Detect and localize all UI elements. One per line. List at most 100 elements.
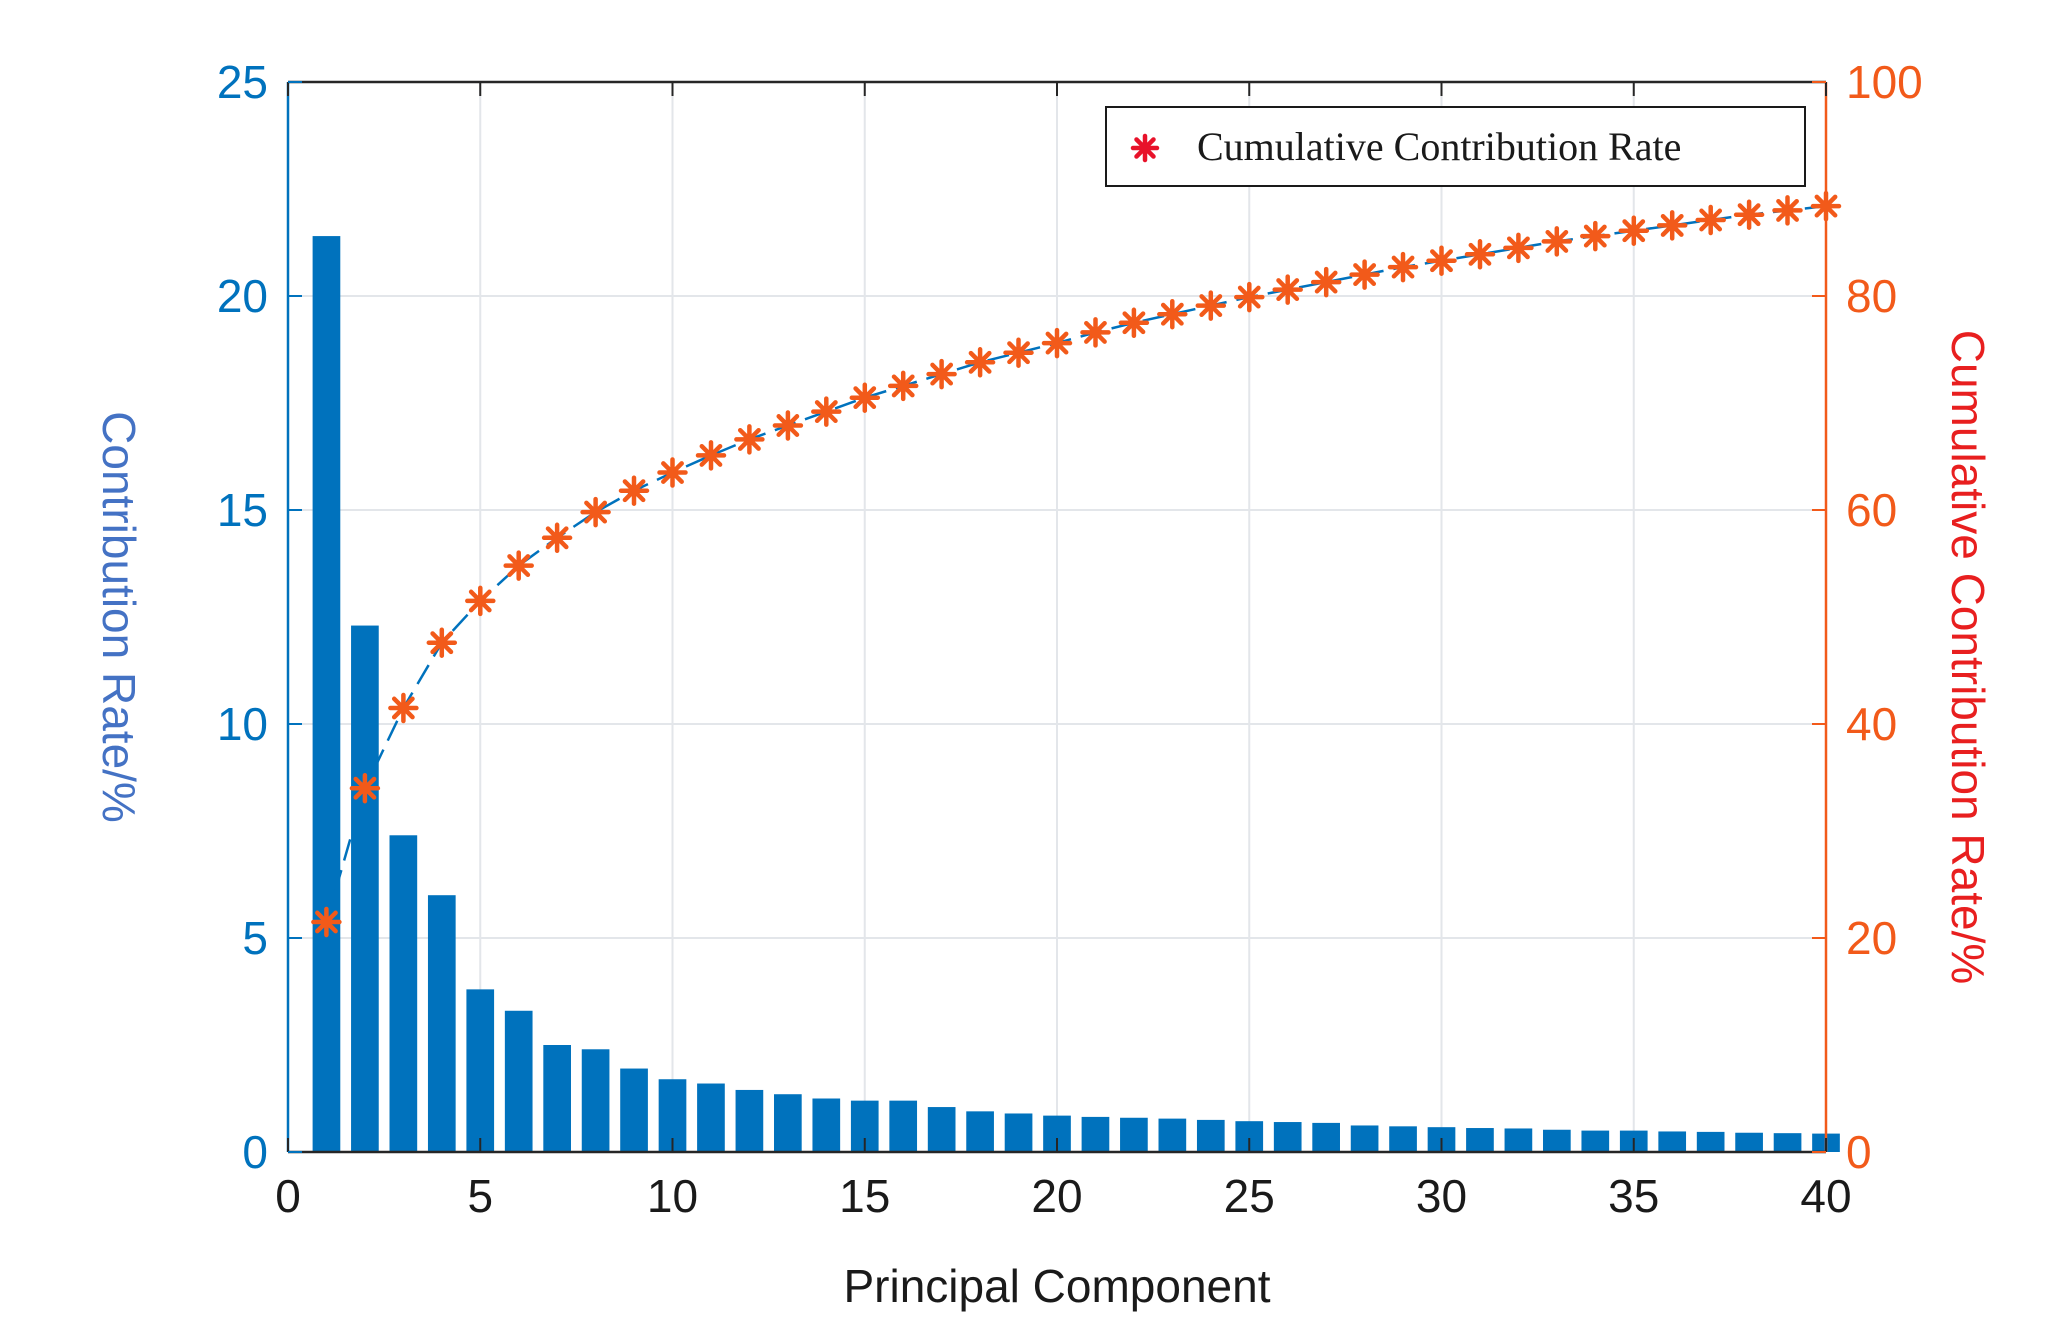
bar: [1581, 1130, 1610, 1152]
asterisk-strokes: [1387, 251, 1419, 283]
cumulative-marker: [1464, 239, 1496, 270]
y2-tick-label: 0: [1846, 1126, 1872, 1178]
asterisk-strokes: [1349, 259, 1380, 290]
x-tick-label: 35: [1608, 1170, 1659, 1222]
asterisk-strokes: [1733, 199, 1765, 230]
cumulative-marker: [1195, 290, 1227, 321]
asterisk-strokes: [1695, 204, 1726, 236]
bar: [1773, 1133, 1802, 1152]
legend-asterisk-shape: [1130, 133, 1160, 163]
cumulative-markers: [311, 190, 1842, 938]
asterisk-strokes: [1426, 245, 1457, 276]
x-tick-label: 25: [1224, 1170, 1275, 1222]
legend-label: Cumulative Contribution Rate: [1197, 124, 1681, 169]
asterisk-strokes: [349, 772, 381, 804]
cumulative-marker: [734, 424, 765, 455]
asterisk-strokes: [618, 475, 650, 506]
x-axis-label: Principal Component: [843, 1260, 1270, 1312]
x-tick-label: 0: [275, 1170, 301, 1222]
bar: [966, 1111, 994, 1152]
bar: [774, 1094, 802, 1152]
cumulative-marker: [465, 585, 496, 617]
bar: [1350, 1125, 1379, 1152]
asterisk-strokes: [926, 358, 957, 390]
asterisk-strokes: [1130, 133, 1160, 163]
cumulative-marker: [426, 627, 458, 658]
asterisk-strokes: [1310, 266, 1342, 298]
cumulative-marker: [1157, 298, 1188, 330]
asterisk-strokes: [1195, 290, 1227, 321]
asterisk-strokes: [1772, 195, 1803, 226]
bar: [1158, 1118, 1187, 1152]
asterisk-strokes: [1580, 220, 1611, 252]
asterisk-strokes: [887, 370, 919, 402]
bar: [1081, 1116, 1110, 1152]
bar: [1504, 1128, 1533, 1152]
cumulative-marker: [1580, 220, 1611, 252]
cumulative-marker: [1387, 251, 1419, 283]
cumulative-marker: [1541, 226, 1573, 257]
asterisk-strokes: [1618, 215, 1650, 246]
y-tick-label: 0: [242, 1126, 268, 1178]
cumulative-marker: [1733, 199, 1765, 230]
cumulative-marker: [1118, 307, 1150, 339]
bar: [1389, 1126, 1417, 1152]
y2-tick-label: 100: [1846, 56, 1923, 108]
bar: [889, 1100, 918, 1152]
x-tick-label: 15: [839, 1170, 890, 1222]
grid: [288, 82, 1826, 1152]
asterisk-strokes: [1041, 327, 1073, 359]
cumulative-marker: [1426, 245, 1457, 276]
bar: [1735, 1132, 1763, 1152]
asterisk-strokes: [503, 550, 534, 581]
asterisk-strokes: [388, 692, 419, 724]
bar: [466, 989, 495, 1152]
bar: [1696, 1131, 1725, 1152]
bar: [1004, 1113, 1033, 1152]
cumulative-marker: [541, 522, 573, 554]
asterisk-strokes: [1541, 226, 1573, 257]
x-tick-label: 40: [1800, 1170, 1851, 1222]
asterisk-strokes: [1003, 337, 1034, 368]
cumulative-line: [325, 204, 1827, 923]
asterisk-strokes: [1118, 307, 1150, 339]
bar: [1312, 1122, 1340, 1152]
cumulative-dashed-line: [325, 204, 1827, 923]
asterisk-strokes: [734, 424, 765, 455]
cumulative-marker: [1695, 204, 1726, 236]
asterisk-strokes: [1272, 274, 1303, 305]
cumulative-marker: [1041, 327, 1073, 359]
asterisk-strokes: [1656, 210, 1688, 241]
bar: [581, 1049, 610, 1152]
cumulative-marker: [580, 496, 611, 528]
cumulative-marker: [1080, 317, 1111, 348]
cumulative-marker: [1310, 266, 1342, 298]
legend: Cumulative Contribution Rate: [1105, 106, 1806, 187]
bar: [1543, 1129, 1571, 1152]
y-tick-label: 5: [242, 912, 268, 964]
x-tick-label: 20: [1031, 1170, 1082, 1222]
y2-tick-label: 40: [1846, 698, 1897, 750]
asterisk-strokes: [1464, 239, 1496, 270]
cumulative-marker: [503, 550, 534, 581]
cumulative-marker: [1349, 259, 1380, 290]
cumulative-marker: [695, 440, 727, 471]
legend-box: [1105, 106, 1806, 187]
asterisk-strokes: [964, 347, 996, 378]
bar: [1273, 1122, 1302, 1152]
cumulative-marker: [1772, 195, 1803, 226]
y-tick-label: 25: [217, 56, 268, 108]
bar: [1658, 1131, 1687, 1152]
cumulative-marker: [349, 772, 381, 804]
asterisk-strokes: [1503, 232, 1534, 264]
y2-tick-label: 80: [1846, 270, 1897, 322]
bar: [697, 1083, 725, 1152]
asterisk-strokes: [811, 396, 842, 427]
y-tick-label: 15: [217, 484, 268, 536]
cumulative-marker: [1618, 215, 1650, 246]
asterisk-strokes: [465, 585, 496, 617]
bar: [620, 1068, 648, 1152]
asterisk-strokes: [695, 440, 727, 471]
